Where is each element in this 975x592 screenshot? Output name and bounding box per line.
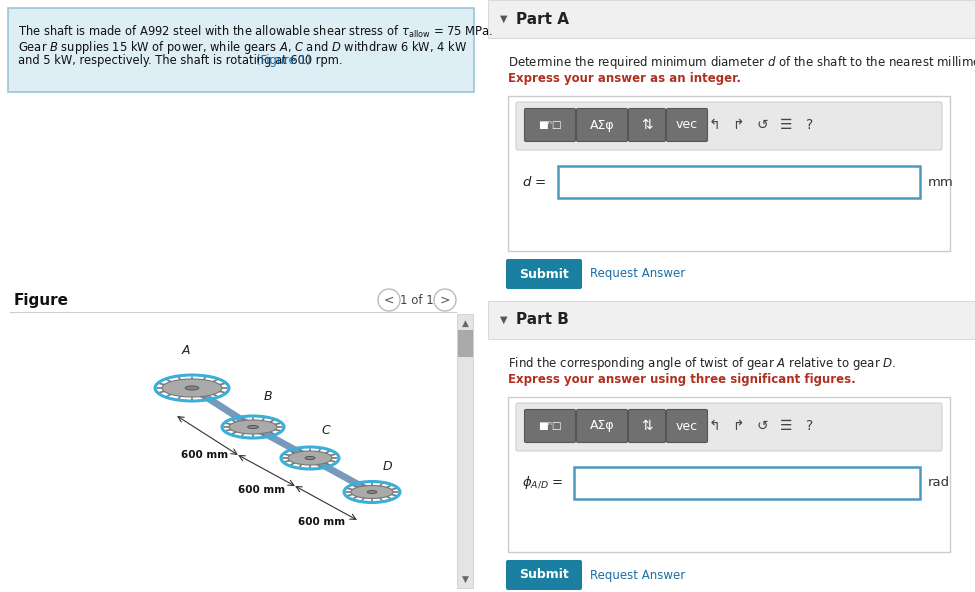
FancyBboxPatch shape [558,166,920,198]
Text: ?: ? [806,118,813,132]
FancyBboxPatch shape [458,330,472,356]
FancyBboxPatch shape [667,108,708,141]
Text: ■ⁿ□: ■ⁿ□ [538,421,562,431]
Text: ▼: ▼ [500,14,508,24]
FancyBboxPatch shape [516,102,942,150]
Text: ■ⁿ□: ■ⁿ□ [538,120,562,130]
FancyBboxPatch shape [506,259,582,289]
Text: ▼: ▼ [500,315,508,325]
Circle shape [378,289,400,311]
Text: ↱: ↱ [732,419,744,433]
Text: ⇅: ⇅ [642,118,653,132]
Text: Express your answer as an integer.: Express your answer as an integer. [508,72,741,85]
Ellipse shape [368,491,376,494]
Text: Submit: Submit [519,268,568,281]
FancyBboxPatch shape [576,410,628,442]
Text: ?: ? [806,419,813,433]
Ellipse shape [162,379,222,397]
Text: ☰: ☰ [780,419,793,433]
Text: Express your answer using three significant figures.: Express your answer using three signific… [508,373,856,386]
Text: ↺: ↺ [757,419,768,433]
FancyBboxPatch shape [516,403,942,451]
Text: B: B [263,391,272,404]
Text: ↰: ↰ [708,419,720,433]
Text: ▼: ▼ [461,574,468,584]
Text: $\phi_{A/D}$ =: $\phi_{A/D}$ = [522,475,564,491]
Text: rad: rad [928,477,950,490]
Text: <: < [384,294,394,307]
Text: AΣφ: AΣφ [590,420,614,433]
FancyBboxPatch shape [629,410,666,442]
Text: Request Answer: Request Answer [590,568,685,581]
Ellipse shape [248,426,258,429]
Text: 600 mm: 600 mm [181,450,228,460]
Text: Determine the required minimum diameter $d$ of the shaft to the nearest millimet: Determine the required minimum diameter … [508,54,975,71]
Text: ⇅: ⇅ [642,419,653,433]
FancyBboxPatch shape [508,96,950,251]
FancyBboxPatch shape [525,108,575,141]
Text: Part B: Part B [516,313,568,327]
FancyBboxPatch shape [488,301,975,339]
Text: $d$ =: $d$ = [522,175,546,189]
Text: A: A [181,343,190,356]
Text: AΣφ: AΣφ [590,118,614,131]
Ellipse shape [288,451,332,465]
Text: The shaft is made of A992 steel with the allowable shear stress of $\tau_{\rm al: The shaft is made of A992 steel with the… [18,24,493,40]
Text: ☰: ☰ [780,118,793,132]
Text: D: D [382,459,392,472]
Circle shape [434,289,456,311]
Ellipse shape [185,386,199,390]
FancyBboxPatch shape [508,397,950,552]
Text: ↱: ↱ [732,118,744,132]
Text: C: C [322,423,331,436]
Text: 600 mm: 600 mm [298,517,345,527]
Text: (Figure 1): (Figure 1) [256,54,311,67]
Text: >: > [440,294,450,307]
FancyBboxPatch shape [506,560,582,590]
Text: Figure: Figure [14,292,69,307]
FancyBboxPatch shape [488,0,975,592]
FancyBboxPatch shape [576,108,628,141]
Text: Request Answer: Request Answer [590,268,685,281]
FancyBboxPatch shape [629,108,666,141]
Text: Part A: Part A [516,11,569,27]
Text: Find the corresponding angle of twist of gear $A$ relative to gear $D$.: Find the corresponding angle of twist of… [508,355,896,372]
FancyBboxPatch shape [457,314,473,588]
Text: Submit: Submit [519,568,568,581]
Ellipse shape [351,485,393,498]
Text: ▲: ▲ [461,318,468,327]
Text: ↰: ↰ [708,118,720,132]
Text: ↺: ↺ [757,118,768,132]
FancyBboxPatch shape [8,8,474,92]
Ellipse shape [229,420,277,434]
FancyBboxPatch shape [525,410,575,442]
FancyBboxPatch shape [574,467,920,499]
Text: 600 mm: 600 mm [239,485,286,495]
Text: 1 of 1: 1 of 1 [400,294,434,307]
Text: mm: mm [928,175,954,188]
Text: Gear $B$ supplies 15 kW of power, while gears $A$, $C$ and $D$ withdraw 6 kW, 4 : Gear $B$ supplies 15 kW of power, while … [18,39,467,56]
FancyBboxPatch shape [488,0,975,38]
Ellipse shape [305,456,315,459]
Text: vec: vec [676,420,698,433]
Text: and 5 kW, respectively. The shaft is rotating at 600 rpm.: and 5 kW, respectively. The shaft is rot… [18,54,346,67]
Text: vec: vec [676,118,698,131]
FancyBboxPatch shape [667,410,708,442]
